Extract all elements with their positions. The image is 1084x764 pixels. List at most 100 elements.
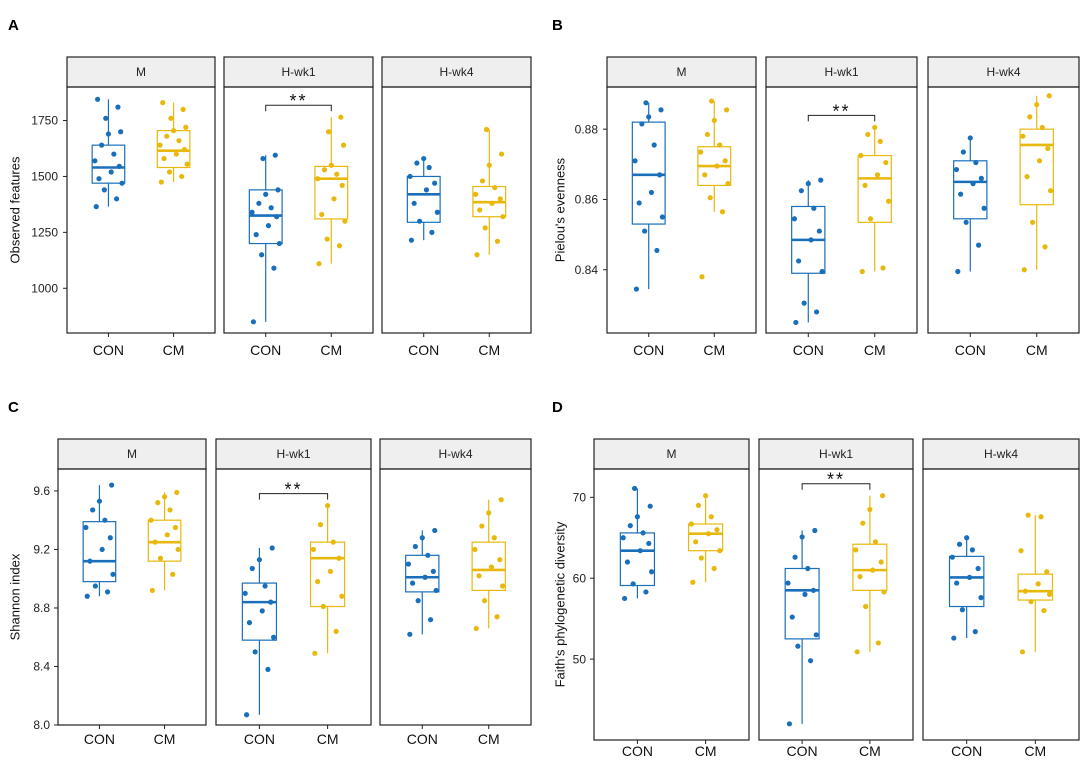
x-tick-label: CM (695, 743, 717, 759)
data-point (331, 196, 337, 202)
data-point (325, 129, 332, 135)
data-point (811, 205, 817, 211)
data-point (183, 124, 189, 130)
data-point (256, 200, 262, 206)
data-point (116, 163, 122, 169)
data-point (317, 521, 324, 528)
data-point (1044, 569, 1050, 575)
data-point (155, 500, 161, 506)
facet-frame (66, 86, 216, 334)
data-point (328, 162, 334, 168)
data-point (250, 319, 257, 325)
data-point (805, 181, 811, 187)
iqr-box (91, 144, 126, 184)
data-point (651, 142, 657, 148)
data-point (877, 138, 883, 145)
data-point (634, 514, 641, 520)
iqr-box (471, 541, 506, 592)
group-cm (697, 98, 732, 280)
data-point (853, 547, 859, 553)
x-tick-label: CM (864, 342, 886, 358)
data-point (949, 554, 955, 560)
data-point (340, 142, 347, 148)
facet-h-wk1: H-wk1 CON CM ** (758, 438, 914, 759)
data-point (816, 228, 822, 234)
data-point (1045, 145, 1051, 152)
facet-h-wk4: H-wk4 CON CM (381, 56, 532, 358)
data-point (256, 557, 262, 563)
data-point (658, 107, 664, 113)
data-point (636, 200, 642, 206)
data-point (630, 581, 636, 587)
data-point (94, 96, 101, 102)
data-point (316, 261, 322, 267)
data-point (978, 175, 984, 181)
data-point (1035, 581, 1041, 587)
data-point (967, 135, 973, 141)
data-point (107, 535, 113, 541)
data-point (795, 643, 801, 649)
data-point (408, 237, 415, 243)
panel-d: D Faith's phylogenetic diversity 50 60 70 M CO… (552, 399, 1080, 759)
data-point (639, 121, 645, 127)
data-point (795, 258, 802, 264)
data-point (973, 159, 979, 166)
panel-a: A Observed features 1000 1250 1500 1750 M CON CM… (8, 17, 532, 358)
data-point (637, 548, 643, 554)
data-point (310, 546, 316, 553)
data-point (92, 583, 98, 589)
group-cm (156, 100, 191, 185)
facet-frame (223, 86, 374, 334)
data-point (409, 580, 416, 586)
data-point (320, 603, 326, 610)
data-point (312, 650, 318, 656)
facet-strip-label: H-wk4 (986, 65, 1020, 79)
data-point (702, 172, 708, 178)
data-point (330, 539, 336, 545)
group-con (948, 535, 985, 641)
facet-strip-label: M (127, 447, 137, 461)
data-point (113, 196, 120, 202)
significance-label: ** (284, 480, 302, 500)
data-point (857, 573, 863, 580)
data-point (622, 595, 628, 602)
x-tick-label: CM (154, 731, 176, 747)
data-point (434, 209, 440, 215)
iqr-box (405, 554, 440, 593)
group-cm (314, 114, 349, 267)
data-point (260, 155, 266, 162)
data-point (878, 559, 884, 565)
data-point (336, 243, 343, 249)
data-point (723, 107, 730, 113)
data-point (714, 527, 720, 533)
group-con (406, 155, 441, 243)
data-point (92, 158, 98, 164)
data-point (486, 510, 492, 516)
data-point (647, 503, 653, 509)
data-point (87, 558, 93, 564)
data-point (648, 189, 655, 196)
data-point (149, 587, 155, 594)
facet-strip-label: H-wk1 (819, 447, 853, 461)
data-point (643, 100, 649, 106)
data-point (798, 188, 804, 194)
x-tick-label: CM (478, 342, 500, 358)
data-point (862, 182, 868, 188)
data-point (429, 229, 435, 235)
data-point (722, 158, 728, 164)
facet-strip (57, 438, 207, 470)
x-tick-label: CON (787, 743, 818, 759)
data-point (497, 196, 503, 202)
y-axis-label: Observed features (8, 156, 23, 263)
x-tick-label: CM (163, 342, 185, 358)
data-point (115, 104, 121, 110)
data-point (90, 507, 96, 513)
facet-strip-label: H-wk1 (276, 447, 310, 461)
iqr-box (687, 523, 724, 552)
data-point (643, 589, 649, 595)
x-tick-label: CON (633, 342, 664, 358)
data-point (492, 185, 498, 191)
facet-strip (922, 438, 1080, 470)
iqr-box (314, 165, 349, 220)
